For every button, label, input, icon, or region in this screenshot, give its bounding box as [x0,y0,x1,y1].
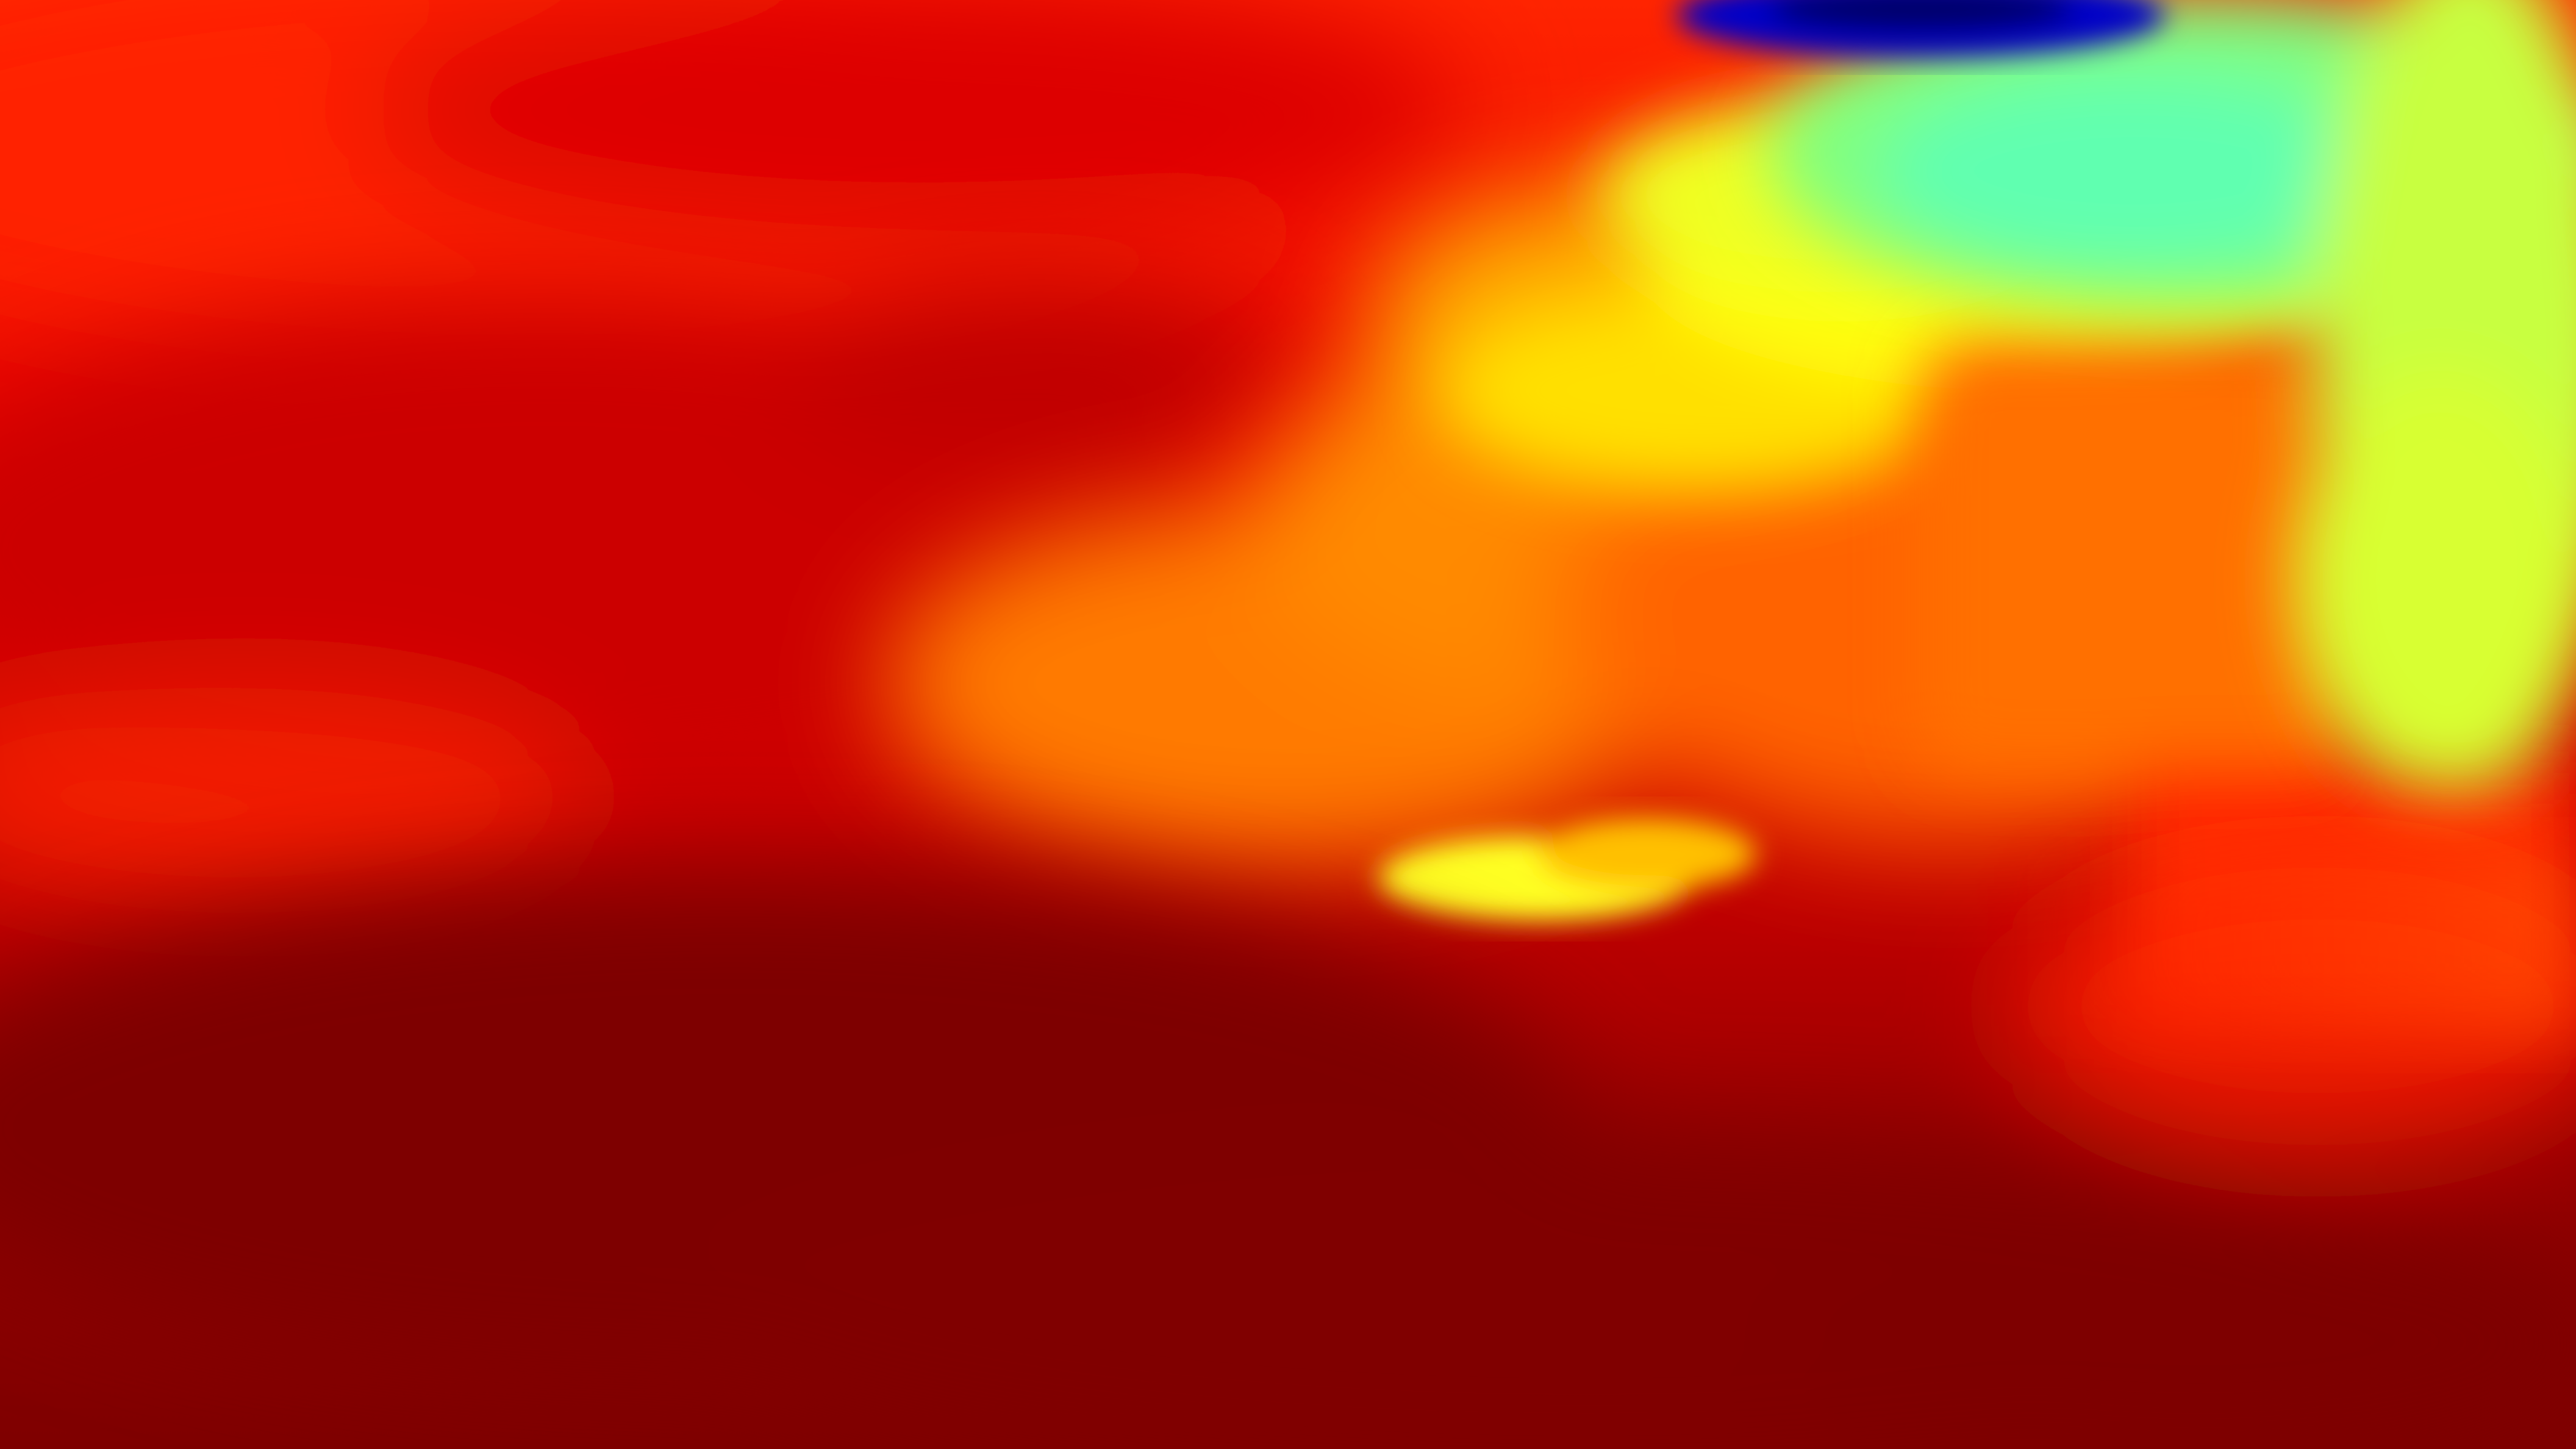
right-edge-warm [2012,854,2576,1037]
